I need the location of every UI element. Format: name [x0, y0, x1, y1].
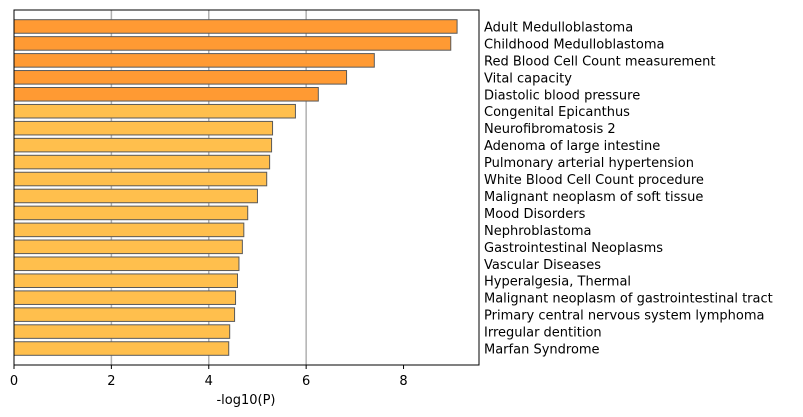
x-axis-title: -log10(P)	[216, 393, 275, 408]
bar	[13, 324, 231, 339]
bar	[13, 53, 375, 68]
category-label: Mood Disorders	[484, 207, 586, 222]
x-tick-label: 0	[10, 374, 18, 389]
bar	[13, 171, 268, 187]
bar	[13, 341, 230, 356]
category-label: Irregular dentition	[484, 326, 602, 341]
plot-frame	[13, 9, 480, 366]
category-labels: Adult Medulloblastoma Childhood Medullobl…	[484, 20, 773, 357]
x-axis-ticks: 0 2 4 6 8	[10, 365, 408, 389]
category-label: Adenoma of large intestine	[484, 139, 660, 154]
category-label: Adult Medulloblastoma	[484, 20, 633, 35]
x-tick-label: 8	[399, 374, 407, 389]
bar	[13, 222, 245, 238]
category-label: Marfan Syndrome	[484, 343, 600, 358]
bar	[13, 290, 237, 305]
bar	[13, 36, 452, 51]
category-label: Primary central nervous system lymphoma	[484, 309, 764, 324]
bar	[13, 70, 348, 85]
category-label: Vascular Diseases	[484, 258, 601, 273]
category-label: Congenital Epicanthus	[484, 105, 630, 120]
category-label: Pulmonary arterial hypertension	[484, 156, 694, 171]
bar	[13, 154, 271, 170]
category-label: Neurofibromatosis 2	[484, 122, 616, 137]
grid-layer	[110, 10, 307, 365]
bar	[13, 19, 458, 34]
bar	[13, 273, 238, 289]
category-label: Gastrointestinal Neoplasms	[484, 241, 663, 256]
bar	[13, 239, 243, 255]
category-label: Malignant neoplasm of gastrointestinal t…	[484, 292, 773, 307]
x-tick-label: 6	[302, 374, 310, 389]
bar	[13, 137, 273, 153]
category-label: Vital capacity	[484, 71, 572, 86]
category-label: Nephroblastoma	[484, 224, 592, 239]
x-tick-label: 2	[107, 374, 115, 389]
category-label: Childhood Medulloblastoma	[484, 37, 665, 52]
category-label: Hyperalgesia, Thermal	[484, 275, 631, 290]
bar	[13, 205, 249, 221]
bar	[13, 86, 319, 102]
bar	[13, 120, 274, 136]
category-label: White Blood Cell Count procedure	[484, 173, 704, 188]
category-label: Malignant neoplasm of soft tissue	[484, 190, 703, 205]
bars-layer	[13, 19, 458, 356]
bar	[13, 256, 240, 272]
bar	[13, 188, 258, 204]
category-label: Diastolic blood pressure	[484, 88, 640, 103]
x-tick-label: 4	[205, 374, 213, 389]
bar	[13, 103, 296, 119]
category-label: Red Blood Cell Count measurement	[484, 54, 716, 69]
bar	[13, 307, 236, 322]
